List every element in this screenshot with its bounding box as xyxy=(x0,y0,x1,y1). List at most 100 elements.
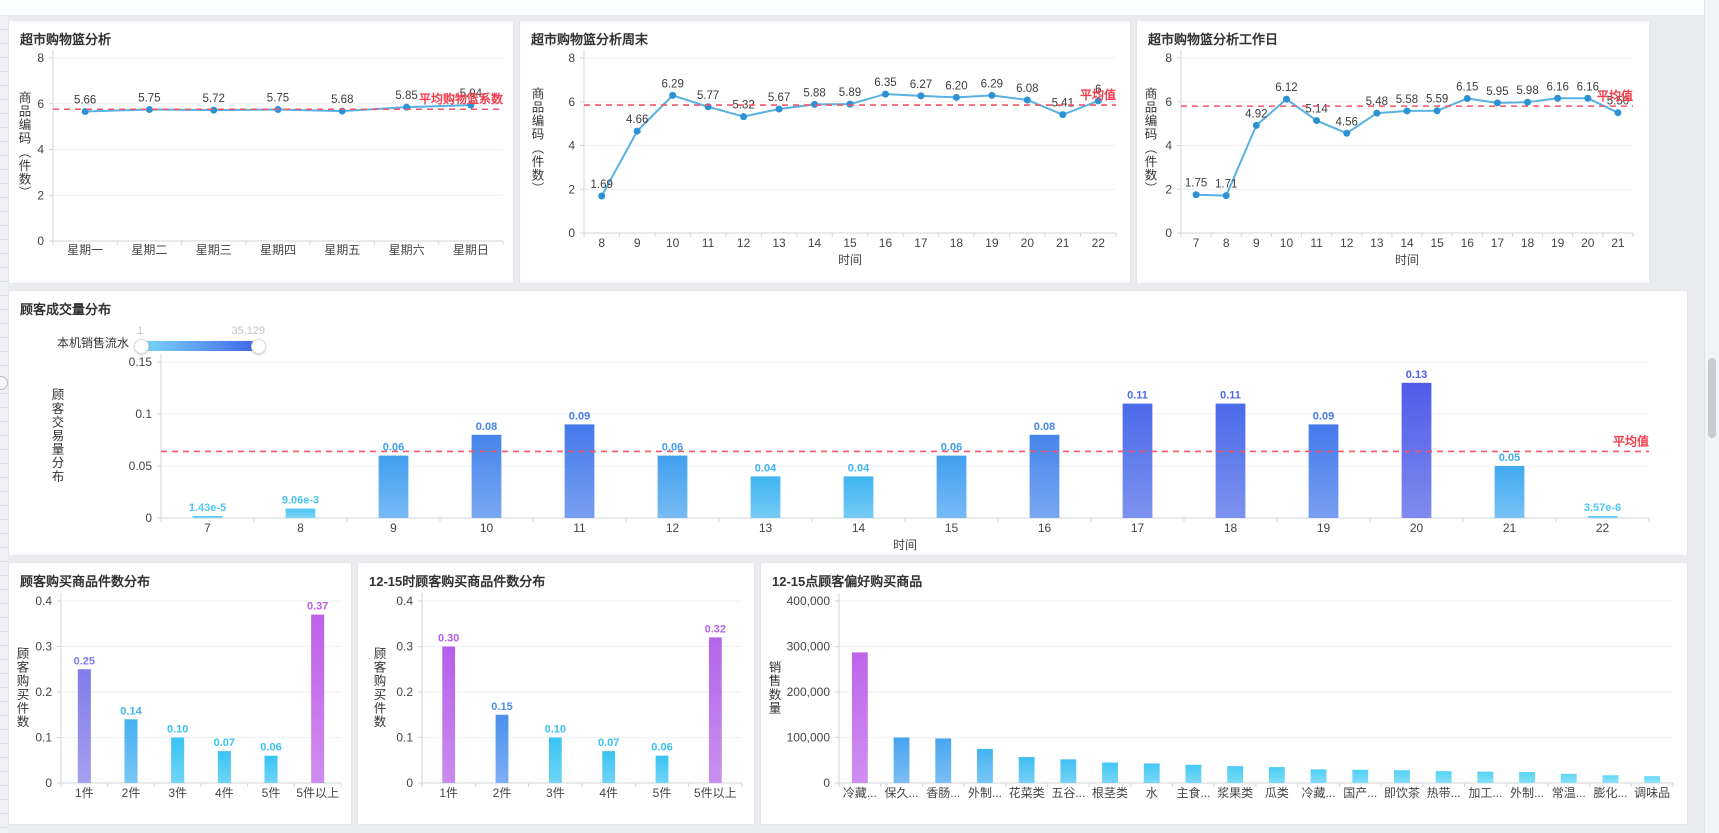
svg-text:8: 8 xyxy=(37,51,44,65)
scrollbar-thumb[interactable] xyxy=(1708,358,1716,438)
svg-text:0.4: 0.4 xyxy=(35,594,52,608)
svg-text:主食...: 主食... xyxy=(1176,785,1210,800)
svg-text:0.32: 0.32 xyxy=(705,623,726,635)
svg-text:6.35: 6.35 xyxy=(874,77,896,89)
svg-text:即饮茶: 即饮茶 xyxy=(1384,785,1420,800)
chart-basket-by-weekday[interactable]: 0 2 4 6 8 星期一 星期二 星期三 星期四 星期五 星期六 星期日 商品编码︵件数︶ 5.66 5.… xyxy=(9,21,513,283)
chart-item-count-12-15[interactable]: 0 0.1 0.2 0.3 0.4 1件 2件 3件 4件 5件 5件以上 顾客购买件数 0.30 0.1… xyxy=(358,563,754,824)
svg-text:国产...: 国产... xyxy=(1343,786,1377,800)
svg-text:5.14: 5.14 xyxy=(1305,104,1328,116)
svg-text:星期六: 星期六 xyxy=(389,243,425,257)
svg-text:15: 15 xyxy=(945,521,959,535)
svg-text:2件: 2件 xyxy=(122,786,141,800)
svg-text:13: 13 xyxy=(772,236,786,250)
svg-text:16: 16 xyxy=(1038,521,1052,535)
svg-text:4件: 4件 xyxy=(215,786,234,800)
svg-text:时间: 时间 xyxy=(1395,253,1419,267)
svg-text:根茎类: 根茎类 xyxy=(1092,786,1128,800)
svg-text:时间: 时间 xyxy=(838,253,862,267)
svg-text:8: 8 xyxy=(297,521,304,535)
svg-text:6.29: 6.29 xyxy=(661,78,683,90)
svg-text:0.09: 0.09 xyxy=(569,410,590,422)
top-strip xyxy=(0,0,1719,16)
svg-text:14: 14 xyxy=(852,521,866,535)
svg-text:0.30: 0.30 xyxy=(438,633,459,645)
svg-text:0: 0 xyxy=(145,511,152,525)
svg-text:11: 11 xyxy=(702,236,715,250)
panel-item-count-distribution: 顾客购买商品件数分布 0 0.1 0.2 0.3 0.4 1件 2件 3件 4件 5件 5件以上 顾客… xyxy=(8,562,352,825)
svg-text:21: 21 xyxy=(1611,236,1625,250)
svg-text:5.95: 5.95 xyxy=(1486,86,1508,98)
svg-text:12: 12 xyxy=(666,521,680,535)
svg-text:0.06: 0.06 xyxy=(662,442,683,454)
svg-text:4: 4 xyxy=(1165,139,1172,153)
legend-range-slider[interactable]: 1 35,129 xyxy=(134,325,267,354)
svg-text:0.06: 0.06 xyxy=(651,742,672,754)
chart-title: 12-15时顾客购买商品件数分布 xyxy=(369,574,546,589)
svg-text:0.09: 0.09 xyxy=(1313,410,1334,422)
svg-text:6.12: 6.12 xyxy=(1275,82,1297,94)
svg-text:5.72: 5.72 xyxy=(203,93,225,105)
svg-text:8: 8 xyxy=(598,236,605,250)
svg-text:6.29: 6.29 xyxy=(981,78,1003,90)
svg-text:瓜类: 瓜类 xyxy=(1265,786,1289,800)
chart-preferred-products[interactable]: 0 100,000 200,000 300,000 400,000 冷藏... 保久... 香… xyxy=(761,563,1687,824)
svg-text:20: 20 xyxy=(1410,521,1424,535)
left-ruler xyxy=(0,16,8,833)
svg-text:13: 13 xyxy=(759,521,773,535)
svg-text:8: 8 xyxy=(1223,236,1230,250)
svg-text:21: 21 xyxy=(1056,236,1070,250)
legend-handle-left[interactable] xyxy=(134,339,150,354)
svg-text:10: 10 xyxy=(666,236,680,250)
svg-text:1.75: 1.75 xyxy=(1185,178,1207,190)
svg-text:100,000: 100,000 xyxy=(787,731,831,745)
svg-text:21: 21 xyxy=(1503,521,1517,535)
svg-text:0.15: 0.15 xyxy=(129,355,153,369)
svg-text:星期二: 星期二 xyxy=(131,243,167,257)
visual-map-legend[interactable]: 本机销售流水 1 35,129 xyxy=(57,325,267,354)
svg-text:顾客购买件数: 顾客购买件数 xyxy=(374,647,387,729)
svg-text:300,000: 300,000 xyxy=(787,640,831,654)
svg-text:5.75: 5.75 xyxy=(267,92,289,104)
svg-text:顾客交易量分布: 顾客交易量分布 xyxy=(52,388,65,484)
chart-basket-workday[interactable]: 0 2 4 6 8 7 8 9 10 11 12 13 14 15 16 17 18 19 20 21 时间 商品编码︵件… xyxy=(1137,21,1649,283)
panel-item-count-12-15: 12-15时顾客购买商品件数分布 0 0.1 0.2 0.3 0.4 1件 2件 3件 4件 5件… xyxy=(357,562,755,825)
panel-basket-analysis: 超市购物篮分析 0 2 4 6 8 星期一 星期二 星期三 星期四 星期五 星期六 星期日 商品编码︵件… xyxy=(8,20,514,284)
svg-text:3.57e-6: 3.57e-6 xyxy=(1584,502,1621,514)
chart-title: 超市购物篮分析 xyxy=(20,32,112,47)
svg-text:0.10: 0.10 xyxy=(545,724,566,736)
svg-text:0: 0 xyxy=(823,776,830,790)
svg-text:4件: 4件 xyxy=(599,786,618,800)
svg-text:5.68: 5.68 xyxy=(331,94,353,106)
svg-text:16: 16 xyxy=(1461,236,1475,250)
vertical-scrollbar[interactable] xyxy=(1704,0,1719,833)
svg-text:5.50: 5.50 xyxy=(1607,96,1629,108)
chart-basket-weekend[interactable]: 0 2 4 6 8 8 9 10 11 12 13 14 15 16 17 18 19 20 21 22 时间 商品编码︵… xyxy=(520,21,1130,283)
svg-text:6: 6 xyxy=(1165,95,1172,109)
svg-text:1件: 1件 xyxy=(439,786,458,800)
svg-text:膨化...: 膨化... xyxy=(1593,786,1627,800)
svg-text:星期四: 星期四 xyxy=(260,243,296,257)
panel-basket-workday: 超市购物篮分析工作日 0 2 4 6 8 7 8 9 10 11 12 13 14 15 16 17 18 19 2… xyxy=(1136,20,1650,284)
svg-text:14: 14 xyxy=(808,236,822,250)
svg-text:星期三: 星期三 xyxy=(196,243,232,257)
svg-text:平均值: 平均值 xyxy=(1597,88,1633,103)
svg-text:商品编码︵件数︶: 商品编码︵件数︶ xyxy=(1145,86,1158,196)
legend-min-value: 1 xyxy=(137,325,144,337)
legend-handle-right[interactable] xyxy=(251,339,267,354)
svg-text:14: 14 xyxy=(1400,236,1414,250)
svg-text:冷藏...: 冷藏... xyxy=(843,786,877,800)
legend-max-value: 35,129 xyxy=(231,325,266,337)
svg-text:5.94: 5.94 xyxy=(460,88,483,100)
chart-item-count-distribution[interactable]: 0 0.1 0.2 0.3 0.4 1件 2件 3件 4件 5件 5件以上 顾客购买件数 0.25 0.1… xyxy=(9,563,351,824)
svg-text:5.77: 5.77 xyxy=(697,90,719,102)
svg-text:0.06: 0.06 xyxy=(383,442,404,454)
chart-transaction-distribution[interactable]: 0 0.05 0.1 0.15 7 8 9 10 11 12 13 14 15 16 17 18 19 20 21 2… xyxy=(9,291,1687,555)
svg-text:6.20: 6.20 xyxy=(945,80,967,92)
svg-text:浆果类: 浆果类 xyxy=(1217,785,1253,800)
legend-gradient-bar[interactable] xyxy=(134,339,267,354)
svg-text:9: 9 xyxy=(390,521,397,535)
chart-title: 超市购物篮分析工作日 xyxy=(1148,32,1279,47)
svg-text:11: 11 xyxy=(573,521,586,535)
svg-text:0.1: 0.1 xyxy=(396,731,413,745)
